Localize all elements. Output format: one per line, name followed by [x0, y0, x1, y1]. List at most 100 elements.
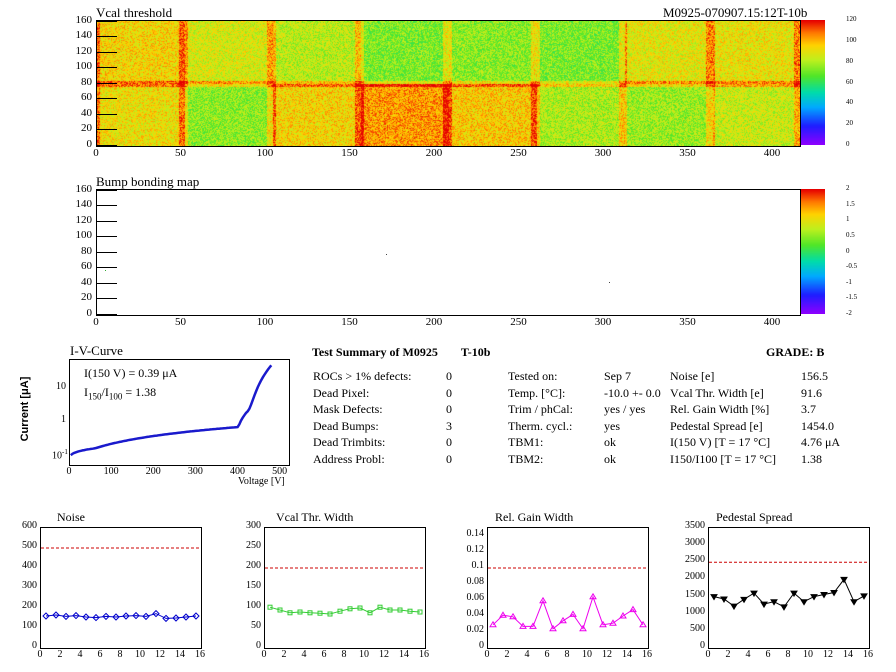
- map2-ytick-mark: [97, 298, 117, 300]
- map1-ytick-mark: [97, 51, 117, 53]
- data-point: [297, 609, 303, 615]
- chart-xtick: 0: [705, 649, 711, 660]
- map1-ytick: 160: [75, 13, 93, 26]
- map1-ytick: 80: [81, 75, 92, 88]
- data-point: [82, 613, 90, 621]
- data-point: [770, 599, 778, 606]
- iv-ylabel: Current [μA]: [19, 376, 31, 442]
- result-label: Pedestal Spread [e]: [670, 418, 763, 433]
- data-point: [347, 606, 353, 612]
- chart-xtick: 2: [725, 649, 731, 660]
- map1-ytick-mark: [97, 82, 117, 84]
- data-point: [780, 604, 788, 611]
- scale1ticks-label: 80: [846, 56, 853, 65]
- chart-xtick: 16: [863, 649, 873, 660]
- chart-title: Rel. Gain Width: [495, 510, 574, 524]
- iv-current-150: I(150 V) = 0.39 μA: [84, 366, 178, 380]
- data-point: [277, 607, 283, 613]
- data-point: [750, 590, 758, 598]
- map1-xtick: 150: [341, 147, 358, 159]
- result-value: 1454.0: [801, 418, 834, 433]
- chart-ytick: 0.14: [466, 528, 485, 539]
- scale1ticks-label: 20: [846, 119, 853, 128]
- chart-ytick: 0: [256, 640, 261, 651]
- data-point: [800, 599, 808, 606]
- data-point: [307, 610, 313, 616]
- chart-xtick: 2: [57, 649, 63, 660]
- map2-title: Bump bonding map: [96, 174, 200, 189]
- chart-xtick: 10: [135, 649, 145, 660]
- map2-xtick: 250: [510, 316, 527, 328]
- chart-xtick: 2: [281, 649, 287, 660]
- scale2ticks-label: 1: [846, 215, 850, 224]
- chart-svg: [265, 567, 425, 617]
- chart-ytick: 0: [32, 640, 37, 651]
- data-point: [287, 610, 293, 616]
- data-point: [72, 611, 80, 620]
- module-id: M0925-070907.15:12T-10b: [663, 5, 808, 20]
- dead-bump-marker: [105, 270, 106, 271]
- data-point: [407, 608, 413, 614]
- data-point: [850, 599, 858, 606]
- map2-ytick: 0: [86, 307, 93, 319]
- iv-xtick: 200: [145, 466, 161, 477]
- scale2ticks-label: -0.5: [846, 262, 858, 271]
- map1-xtick: 50: [174, 147, 186, 159]
- map2-ytick-mark: [97, 267, 117, 269]
- data-point: [519, 622, 527, 629]
- chart-ytick: 0.12: [466, 544, 485, 555]
- data-point: [62, 612, 70, 621]
- scale2ticks-label: 2: [846, 184, 850, 192]
- result-label: I(150 V) [T = 17 °C]: [670, 435, 771, 449]
- scale1ticks-label: 40: [846, 98, 853, 107]
- chart-svg: [709, 561, 869, 611]
- chart-xtick: 14: [175, 649, 185, 660]
- vcal-threshold-map: [96, 20, 801, 147]
- series-line: [45, 613, 197, 619]
- chart-xtick: 12: [823, 649, 833, 660]
- chart-ytick: 0.08: [466, 576, 485, 587]
- chart-svg: [41, 547, 201, 623]
- map1-title: Vcal threshold: [96, 5, 173, 20]
- chart-ytick: 500: [22, 540, 37, 551]
- chart-ytick: 250: [246, 540, 261, 551]
- chart-ytick: 50: [251, 620, 261, 631]
- data-point: [357, 605, 363, 611]
- bump-bonding-map: [96, 189, 801, 316]
- result-value: 91.6: [801, 385, 822, 400]
- chart-ytick: 300: [22, 580, 37, 591]
- iv-ratio-sub1: 150: [88, 391, 102, 402]
- iv-curve-svg: [70, 364, 273, 457]
- iv-ratio-value: = 1.38: [125, 385, 157, 399]
- data-point: [42, 612, 50, 620]
- map1-color-scale-bar: [801, 20, 825, 145]
- iv-title: I-V-Curve: [70, 343, 123, 358]
- map1-ytick-mark: [97, 20, 117, 22]
- chart-xtick: 10: [582, 649, 592, 660]
- iv-ratio: I150/I100 = 1.38: [84, 385, 156, 401]
- defect-label: Dead Trimbits:: [313, 435, 386, 449]
- chart-xtick: 8: [785, 649, 791, 660]
- iv-xtick: 500: [272, 466, 288, 477]
- condition-label: Trim / phCal:: [508, 402, 573, 416]
- chart-ytick: 150: [246, 580, 261, 591]
- iv-xtick: 100: [103, 466, 119, 477]
- chart-svg: [488, 567, 648, 632]
- data-point: [337, 608, 343, 614]
- data-point: [142, 612, 150, 621]
- data-point: [162, 614, 170, 623]
- chart-ytick: 200: [22, 600, 37, 611]
- dead-bump-marker: [609, 282, 610, 283]
- map2-ytick: 80: [81, 244, 92, 257]
- data-point: [499, 611, 507, 618]
- chart-xtick: 4: [524, 649, 530, 660]
- map2-xtick: 50: [174, 316, 186, 328]
- chart-xtick: 0: [261, 649, 267, 660]
- map1-xtick: 400: [763, 147, 781, 159]
- defect-value: 0: [446, 369, 452, 383]
- map1-ytick-mark: [97, 67, 117, 69]
- map1-xtick: 100: [256, 147, 274, 159]
- data-point: [377, 604, 383, 610]
- map2-ytick-mark: [97, 282, 117, 284]
- summary-module-type: T-10b: [460, 345, 491, 359]
